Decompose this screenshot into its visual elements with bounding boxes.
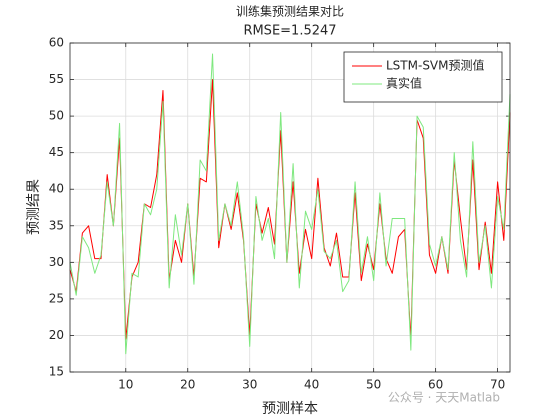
- x-tick-label: 10: [118, 378, 133, 392]
- chart-title: 训练集预测结果对比: [236, 4, 344, 19]
- x-axis-label: 预测样本: [262, 401, 318, 417]
- x-tick-label: 30: [242, 378, 257, 392]
- x-tick-label: 50: [366, 378, 381, 392]
- y-tick-label: 15: [49, 365, 64, 379]
- legend-label: LSTM-SVM预测值: [386, 58, 485, 73]
- x-tick-label: 70: [490, 378, 505, 392]
- y-tick-label: 35: [49, 218, 64, 232]
- y-tick-label: 55: [49, 72, 64, 86]
- y-tick-label: 20: [49, 328, 64, 342]
- y-tick-label: 45: [49, 145, 64, 159]
- axes-box: [69, 42, 511, 373]
- series-line: [69, 53, 511, 355]
- legend-box: [343, 51, 503, 103]
- x-tick-label: 20: [180, 378, 195, 392]
- watermark: 公众号 · 天天Matlab: [388, 391, 500, 405]
- x-tick-label: 60: [428, 378, 443, 392]
- x-tick-label: 40: [304, 378, 319, 392]
- y-tick-label: 60: [49, 36, 64, 50]
- y-tick-label: 50: [49, 109, 64, 123]
- y-tick-label: 40: [49, 182, 64, 196]
- chart-subtitle: RMSE=1.5247: [243, 24, 336, 39]
- legend-label: 真实值: [386, 76, 422, 91]
- y-axis-label: 预测结果: [26, 179, 42, 235]
- y-tick-label: 25: [49, 291, 64, 305]
- y-tick-label: 30: [49, 255, 64, 269]
